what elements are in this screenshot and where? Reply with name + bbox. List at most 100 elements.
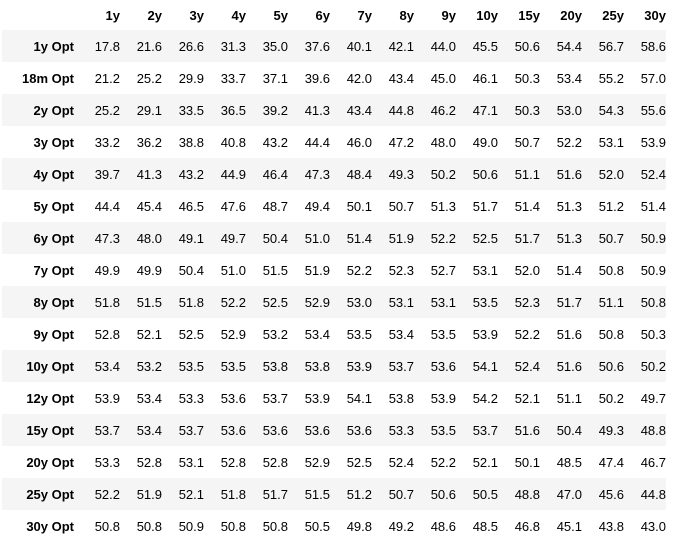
table-cell: 40.1 <box>346 38 372 54</box>
column-header: 30y <box>644 7 666 23</box>
table-cell: 51.0 <box>304 230 330 246</box>
table-cell: 44.8 <box>640 486 666 502</box>
table-header: 1y 2y 3y 4y 5y 6y 7y 8y 9y 10y 15y 20y 25y 30y <box>2 0 666 30</box>
table-cell: 49.7 <box>640 390 666 406</box>
table-cell: 53.5 <box>346 326 372 342</box>
table-cell: 48.0 <box>136 230 162 246</box>
table-cell: 55.2 <box>598 70 624 86</box>
table-cell: 50.8 <box>598 326 624 342</box>
table-cell: 48.8 <box>640 422 666 438</box>
table-cell: 50.8 <box>640 294 666 310</box>
table-cell: 40.8 <box>220 134 246 150</box>
table-cell: 53.3 <box>178 390 204 406</box>
table-cell: 52.2 <box>430 230 456 246</box>
column-header: 10y <box>476 7 498 23</box>
table-cell: 53.8 <box>262 358 288 374</box>
table-cell: 17.8 <box>94 38 120 54</box>
table-cell: 53.5 <box>430 422 456 438</box>
table-row: 10y Opt 53.4 53.2 53.5 53.5 53.8 53.8 53.9 53.7 5… <box>2 350 666 382</box>
table-row: 9y Opt 52.8 52.1 52.5 52.9 53.2 53.4 53.5 53.4 53… <box>2 318 666 350</box>
row-label: 5y Opt <box>33 198 74 214</box>
column-header: 5y <box>273 7 288 23</box>
table-row: 8y Opt 51.8 51.5 51.8 52.2 52.5 52.9 53.0 53.1 53… <box>2 286 666 318</box>
table-cell: 52.8 <box>262 454 288 470</box>
table-cell: 53.6 <box>220 390 246 406</box>
table-cell: 42.0 <box>346 70 372 86</box>
table-cell: 52.0 <box>514 262 540 278</box>
table-cell: 54.2 <box>472 390 498 406</box>
table-cell: 47.3 <box>304 166 330 182</box>
table-cell: 51.8 <box>94 294 120 310</box>
table-cell: 51.1 <box>556 390 582 406</box>
table-cell: 49.8 <box>346 518 372 534</box>
table-cell: 53.6 <box>430 358 456 374</box>
row-label: 25y Opt <box>26 486 74 502</box>
table-cell: 50.4 <box>178 262 204 278</box>
table-cell: 50.3 <box>514 70 540 86</box>
row-label: 7y Opt <box>33 262 74 278</box>
table-cell: 50.4 <box>262 230 288 246</box>
table-row: 2y Opt 25.2 29.1 33.5 36.5 39.2 41.3 43.4 44.8 46… <box>2 94 666 126</box>
column-header: 4y <box>231 7 246 23</box>
row-label: 4y Opt <box>33 166 74 182</box>
table-cell: 46.1 <box>472 70 498 86</box>
row-label: 6y Opt <box>33 230 74 246</box>
column-header: 20y <box>560 7 582 23</box>
table-cell: 49.9 <box>136 262 162 278</box>
table-cell: 39.7 <box>94 166 120 182</box>
volatility-table: 1y 2y 3y 4y 5y 6y 7y 8y 9y 10y 15y 20y 25y 30y 1y Opt… <box>2 0 666 542</box>
table-row: 12y Opt 53.9 53.4 53.3 53.6 53.7 53.9 54.1 53.8 5… <box>2 382 666 414</box>
table-cell: 53.6 <box>304 422 330 438</box>
table-cell: 47.1 <box>472 102 498 118</box>
column-header: 7y <box>357 7 372 23</box>
table-cell: 52.1 <box>514 390 540 406</box>
table-cell: 53.1 <box>388 294 414 310</box>
table-cell: 51.7 <box>262 486 288 502</box>
table-cell: 52.2 <box>514 326 540 342</box>
table-cell: 50.5 <box>304 518 330 534</box>
table-cell: 50.1 <box>514 454 540 470</box>
table-cell: 36.5 <box>220 102 246 118</box>
table-cell: 50.8 <box>94 518 120 534</box>
table-cell: 50.5 <box>472 486 498 502</box>
table-cell: 48.5 <box>472 518 498 534</box>
table-cell: 53.7 <box>94 422 120 438</box>
table-cell: 53.1 <box>178 454 204 470</box>
table-cell: 46.8 <box>514 518 540 534</box>
table-cell: 45.6 <box>598 486 624 502</box>
table-cell: 53.0 <box>556 102 582 118</box>
table-cell: 57.0 <box>640 70 666 86</box>
table-cell: 51.9 <box>304 262 330 278</box>
table-cell: 51.5 <box>262 262 288 278</box>
table-cell: 37.1 <box>262 70 288 86</box>
table-cell: 51.6 <box>556 358 582 374</box>
row-label: 15y Opt <box>26 422 74 438</box>
table-cell: 54.1 <box>346 390 372 406</box>
table-cell: 48.7 <box>262 198 288 214</box>
table-cell: 52.1 <box>178 486 204 502</box>
column-header: 8y <box>399 7 414 23</box>
table-row: 3y Opt 33.2 36.2 38.8 40.8 43.2 44.4 46.0 47.2 48… <box>2 126 666 158</box>
table-cell: 53.9 <box>430 390 456 406</box>
table-cell: 51.4 <box>514 198 540 214</box>
table-cell: 46.0 <box>346 134 372 150</box>
table-cell: 52.9 <box>304 454 330 470</box>
table-cell: 50.6 <box>430 486 456 502</box>
table-cell: 50.4 <box>556 422 582 438</box>
table-cell: 43.4 <box>388 70 414 86</box>
table-cell: 48.6 <box>430 518 456 534</box>
table-cell: 53.5 <box>472 294 498 310</box>
table-cell: 52.5 <box>346 454 372 470</box>
table-cell: 53.7 <box>388 358 414 374</box>
table-cell: 53.2 <box>262 326 288 342</box>
column-header: 2y <box>147 7 162 23</box>
table-cell: 52.3 <box>514 294 540 310</box>
row-label: 30y Opt <box>26 518 74 534</box>
table-cell: 33.5 <box>178 102 204 118</box>
table-cell: 50.7 <box>388 486 414 502</box>
table-cell: 50.2 <box>598 390 624 406</box>
table-cell: 53.9 <box>346 358 372 374</box>
table-cell: 53.9 <box>472 326 498 342</box>
table-cell: 51.8 <box>178 294 204 310</box>
table-cell: 42.1 <box>388 38 414 54</box>
